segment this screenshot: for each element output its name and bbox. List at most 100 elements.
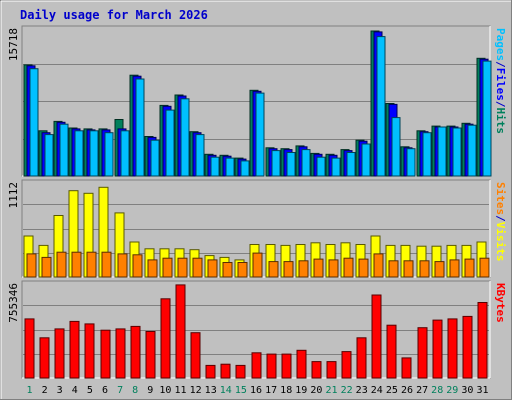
bar-sites-day-1 xyxy=(26,253,37,278)
chart-title: Daily usage for March 2026 xyxy=(20,8,208,22)
bar-sites-day-24 xyxy=(373,253,384,278)
bar-sites-day-15 xyxy=(237,262,248,278)
bar-pages-day-11 xyxy=(180,98,190,177)
bar-sites-day-16 xyxy=(252,252,263,278)
bar-sites-day-29 xyxy=(449,259,460,278)
bar-pages-day-9 xyxy=(150,139,160,177)
bar-pages-day-24 xyxy=(376,36,386,177)
day-label-6: 6 xyxy=(102,385,108,396)
day-label-15: 15 xyxy=(235,385,247,396)
bar-pages-day-16 xyxy=(255,92,265,177)
bar-sites-day-10 xyxy=(162,257,173,278)
bar-sites-day-14 xyxy=(222,262,233,278)
bar-kbytes-day-4 xyxy=(69,320,80,379)
panel-kbytes: 755346 KBytes xyxy=(7,280,507,379)
bar-kbytes-day-7 xyxy=(115,328,126,379)
bar-kbytes-day-11 xyxy=(175,284,186,379)
bar-sites-day-17 xyxy=(268,261,279,278)
bar-kbytes-day-20 xyxy=(311,361,322,379)
day-label-24: 24 xyxy=(371,385,383,396)
day-label-8: 8 xyxy=(132,385,138,396)
day-label-27: 27 xyxy=(416,385,428,396)
bar-pages-day-6 xyxy=(104,132,114,177)
bar-kbytes-day-29 xyxy=(447,318,458,379)
bar-pages-day-19 xyxy=(301,149,311,177)
day-label-9: 9 xyxy=(147,385,153,396)
bar-kbytes-day-30 xyxy=(462,315,473,379)
day-label-20: 20 xyxy=(310,385,322,396)
day-label-22: 22 xyxy=(341,385,353,396)
bar-kbytes-day-17 xyxy=(266,353,277,379)
day-label-30: 30 xyxy=(461,385,473,396)
bar-sites-day-9 xyxy=(147,259,158,278)
bar-kbytes-day-15 xyxy=(235,364,246,379)
bar-sites-day-21 xyxy=(328,259,339,278)
bar-sites-day-25 xyxy=(388,260,399,278)
day-label-11: 11 xyxy=(174,385,186,396)
panel-visits-sites: 1112 Sites/Visits xyxy=(7,179,507,278)
bar-pages-day-27 xyxy=(422,132,432,177)
day-label-23: 23 xyxy=(356,385,368,396)
bar-sites-day-11 xyxy=(177,257,188,278)
bar-pages-day-8 xyxy=(135,78,145,177)
series-pages xyxy=(29,36,492,177)
bar-pages-day-10 xyxy=(165,109,175,177)
day-label-12: 12 xyxy=(190,385,202,396)
bar-sites-day-31 xyxy=(479,257,490,278)
bar-sites-day-4 xyxy=(71,251,82,278)
day-label-10: 10 xyxy=(159,385,171,396)
day-label-13: 13 xyxy=(205,385,217,396)
side-legend-item: Sites xyxy=(494,182,507,215)
side-legend-kbytes: KBytes xyxy=(494,283,507,323)
bar-sites-day-7 xyxy=(117,253,128,278)
bar-pages-day-15 xyxy=(240,160,250,177)
bar-pages-day-13 xyxy=(210,156,220,177)
day-label-4: 4 xyxy=(72,385,78,396)
bar-pages-day-25 xyxy=(391,117,401,177)
bar-kbytes-day-19 xyxy=(296,349,307,379)
bar-kbytes-day-3 xyxy=(54,328,65,379)
side-legend-hits-files-pages: Pages/Files/Hits xyxy=(494,28,507,134)
bar-pages-day-22 xyxy=(346,152,356,177)
ymax-label-hits-files-pages: 15718 xyxy=(7,28,20,61)
day-label-17: 17 xyxy=(265,385,277,396)
side-legend-item: Pages xyxy=(494,28,507,61)
ymax-label-visits-sites: 1112 xyxy=(7,182,20,209)
bar-sites-day-12 xyxy=(192,257,203,278)
bar-pages-day-29 xyxy=(452,127,462,177)
side-legend-item: Files xyxy=(494,68,507,101)
bar-pages-day-2 xyxy=(44,134,54,177)
ymax-label-kbytes: 755346 xyxy=(7,283,20,323)
bar-kbytes-day-22 xyxy=(341,351,352,379)
day-label-14: 14 xyxy=(220,385,232,396)
bar-kbytes-day-18 xyxy=(281,353,292,379)
bar-kbytes-day-16 xyxy=(251,352,262,379)
bar-pages-day-18 xyxy=(286,152,296,177)
panel-hits-files-pages: 15718 Pages/Files/Hits xyxy=(7,25,507,177)
bar-kbytes-day-14 xyxy=(220,363,231,379)
day-label-28: 28 xyxy=(431,385,443,396)
day-label-3: 3 xyxy=(57,385,63,396)
day-axis: 1 2 3 4 5 6 7 8 9 10 11 12 13 14 15 16 17 18 19 20 21 22 23 24 2… xyxy=(26,385,488,396)
bar-sites-day-13 xyxy=(207,259,218,278)
bar-pages-day-30 xyxy=(467,124,477,177)
bar-pages-day-21 xyxy=(331,157,341,177)
bar-pages-day-17 xyxy=(271,150,281,177)
side-legend-item: KBytes xyxy=(494,283,507,323)
bar-kbytes-day-26 xyxy=(401,357,412,379)
bar-pages-day-14 xyxy=(225,157,235,177)
bar-kbytes-day-23 xyxy=(356,337,367,379)
day-label-19: 19 xyxy=(295,385,307,396)
bar-pages-day-28 xyxy=(437,126,447,177)
day-label-26: 26 xyxy=(401,385,413,396)
bar-pages-day-4 xyxy=(74,130,84,177)
day-label-31: 31 xyxy=(476,385,488,396)
bar-sites-day-6 xyxy=(101,251,112,278)
bar-pages-day-1 xyxy=(29,68,39,177)
bar-kbytes-day-8 xyxy=(130,325,141,379)
series-kbytes xyxy=(24,284,488,379)
bar-kbytes-day-24 xyxy=(371,294,382,379)
bar-sites-day-23 xyxy=(358,258,369,278)
bar-kbytes-day-27 xyxy=(417,327,428,379)
